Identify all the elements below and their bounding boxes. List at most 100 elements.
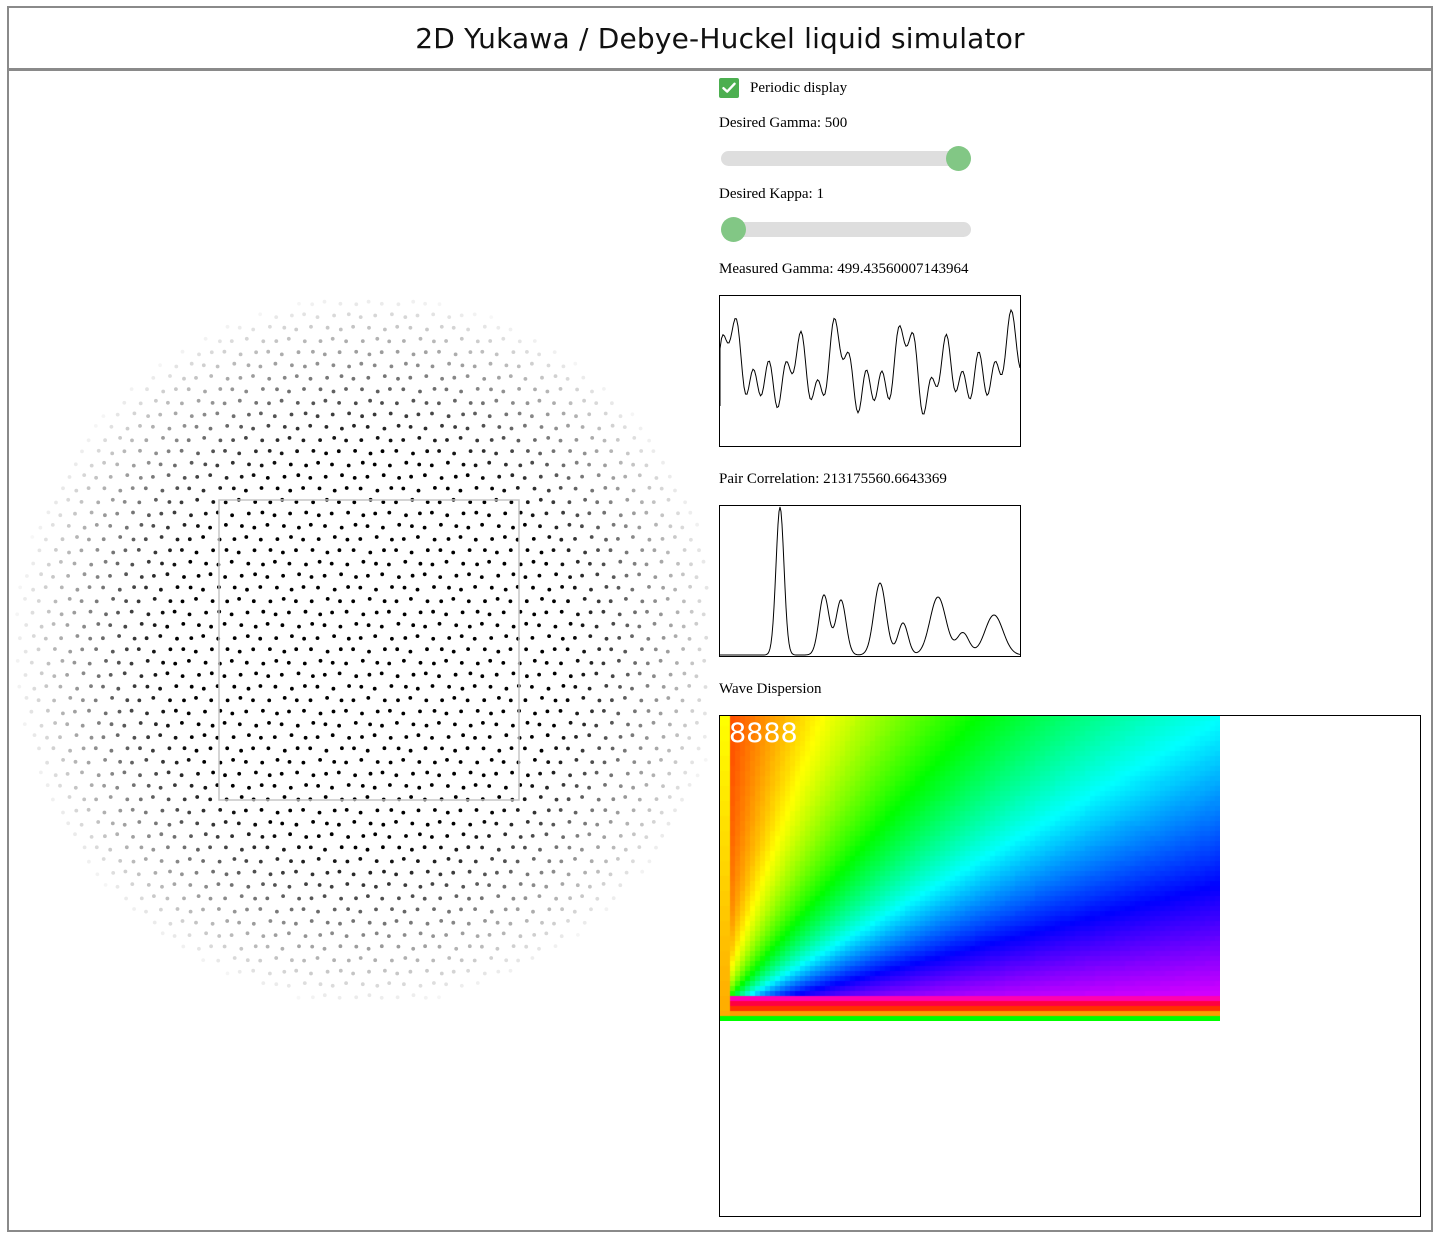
particle (251, 968, 256, 973)
particle (318, 982, 323, 987)
particle (609, 773, 614, 778)
particle (329, 511, 334, 516)
particle (661, 636, 666, 640)
particle (302, 339, 307, 344)
particle (418, 561, 423, 566)
particle (353, 522, 358, 527)
particle (172, 934, 177, 938)
particle (497, 696, 501, 700)
particle (404, 361, 408, 366)
particle (152, 623, 157, 627)
particle (251, 746, 256, 751)
particle (208, 797, 213, 802)
particle (365, 748, 370, 753)
particle (467, 869, 472, 874)
kappa-slider-thumb[interactable] (721, 217, 746, 242)
particle (194, 870, 199, 875)
particle (344, 708, 348, 713)
particle (381, 473, 386, 478)
particle (209, 671, 214, 676)
particle (630, 733, 635, 738)
particle (116, 686, 121, 691)
gamma-slider[interactable] (721, 146, 971, 171)
particle (415, 686, 420, 691)
particle (203, 709, 207, 714)
particle (631, 808, 636, 813)
particle (254, 671, 258, 676)
particle (366, 946, 371, 951)
particle (75, 535, 79, 539)
particle (240, 847, 244, 852)
particle (554, 426, 558, 431)
particle (624, 870, 629, 875)
particle (352, 500, 357, 505)
particle (379, 350, 384, 355)
particle (187, 537, 192, 542)
particle (508, 869, 513, 874)
particle (290, 686, 294, 691)
particle (372, 733, 377, 738)
particle (587, 832, 592, 837)
particle (139, 622, 144, 626)
particle (389, 808, 394, 812)
particle (416, 535, 420, 539)
particle (565, 377, 570, 381)
particle (538, 821, 543, 826)
particle (311, 449, 316, 453)
periodic-display-toggle[interactable]: Periodic display (719, 78, 847, 98)
particle (265, 622, 270, 626)
gamma-slider-thumb[interactable] (946, 146, 971, 171)
particle (475, 934, 480, 938)
particle (18, 585, 23, 590)
particle (73, 462, 78, 467)
particle (395, 647, 400, 652)
particle (261, 981, 266, 985)
particle (317, 883, 322, 887)
particle (654, 797, 659, 801)
particle (211, 548, 216, 553)
particle (273, 361, 278, 366)
particle (316, 460, 320, 465)
particle (375, 709, 380, 714)
particle-simulation-canvas[interactable] (10, 280, 710, 1020)
periodic-display-checkbox[interactable] (719, 78, 739, 98)
pair-correlation-label: Pair Correlation: 213175560.6643369 (719, 471, 947, 487)
particle (239, 623, 244, 627)
particle (611, 575, 616, 579)
particle (44, 537, 48, 542)
particle (504, 634, 509, 638)
particle (379, 671, 384, 676)
particle (80, 723, 85, 728)
particle (402, 339, 406, 343)
particle (425, 500, 430, 504)
particle (109, 748, 114, 753)
particle (51, 575, 55, 579)
particle (302, 387, 306, 391)
particle (352, 423, 356, 428)
particle (423, 426, 428, 431)
particle (359, 438, 364, 442)
particle (704, 585, 709, 590)
particle (338, 301, 343, 306)
particle (123, 548, 128, 553)
particle (208, 426, 213, 431)
particle (417, 436, 422, 440)
particle (231, 486, 236, 491)
particle (232, 585, 237, 590)
particle (673, 808, 677, 813)
particle (425, 647, 429, 652)
particle (374, 907, 378, 912)
particle (89, 783, 94, 787)
particle (415, 958, 420, 963)
particle (676, 561, 680, 566)
particle (589, 907, 593, 912)
particle (390, 585, 394, 589)
particle (453, 722, 457, 727)
kappa-slider[interactable] (721, 217, 971, 242)
particle (530, 361, 534, 366)
particle (652, 674, 656, 679)
particle (618, 883, 623, 888)
particle (597, 647, 602, 651)
particle (611, 522, 616, 527)
particle (331, 709, 336, 714)
